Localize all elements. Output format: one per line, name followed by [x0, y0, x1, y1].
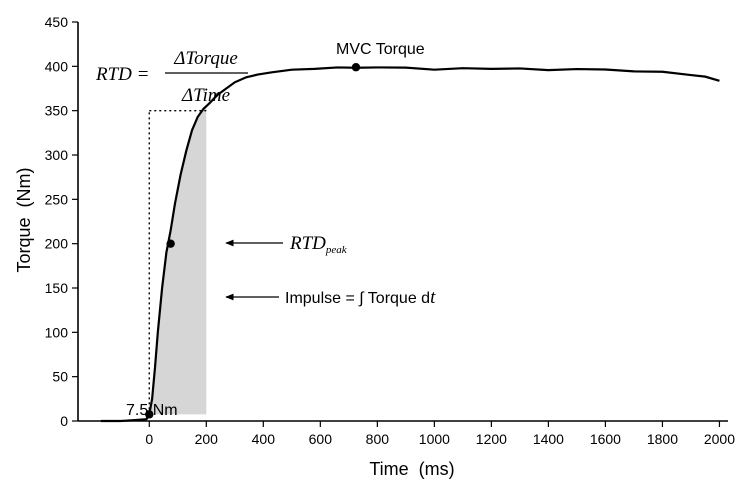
impulse-annotation: Impulse = ∫ Torque dt	[225, 287, 436, 308]
rtd-peak-main: RTD	[289, 233, 326, 254]
marker-onset	[145, 410, 154, 419]
y-tick-label: 300	[45, 147, 69, 163]
x-tick-label: 0	[145, 431, 153, 447]
rtd-guide-layer	[148, 109, 207, 415]
formula-lhs: RTD =	[95, 64, 149, 85]
y-tick-label: 0	[60, 413, 68, 429]
x-tick-label: 2000	[704, 431, 735, 447]
y-tick-label: 50	[52, 369, 68, 385]
rtd-peak-annotation: RTDpeak	[225, 233, 348, 256]
torque-curve	[100, 66, 720, 423]
x-axis-title: Time (ms)	[369, 459, 454, 479]
x-tick-label: 400	[252, 431, 276, 447]
onset-label: 7.5 Nm	[126, 402, 178, 419]
y-tick-label: 100	[45, 324, 69, 340]
curve-layer	[100, 66, 720, 423]
y-tick-label: 350	[45, 103, 69, 119]
impulse-area-layer	[149, 106, 207, 415]
impulse-variable: t	[430, 287, 436, 308]
formula-denominator: ΔTime	[181, 85, 230, 106]
x-tick-label: 800	[366, 431, 390, 447]
x-tick-label: 600	[309, 431, 333, 447]
marker-mvc_peak	[351, 63, 361, 72]
y-tick-label: 150	[45, 280, 69, 296]
y-tick-label: 450	[45, 14, 69, 30]
impulse-text: Impulse = ∫ Torque d	[285, 290, 430, 307]
y-tick-label: 250	[45, 191, 69, 207]
x-tick-label: 1200	[476, 431, 507, 447]
x-tick-label: 1400	[533, 431, 564, 447]
mvc-torque-label: MVC Torque	[336, 41, 425, 58]
rtd-formula: RTD = ΔTorque ΔTime	[95, 48, 248, 106]
x-tick-label: 200	[195, 431, 219, 447]
impulse-label: Impulse = ∫ Torque dt	[285, 287, 436, 308]
rtd-peak-label: RTDpeak	[289, 233, 348, 256]
y-tick-label: 400	[45, 58, 69, 74]
rtd-peak-sub: peak	[325, 244, 348, 256]
x-tick-label: 1600	[590, 431, 621, 447]
y-axis-title: Torque (Nm)	[14, 167, 34, 272]
formula-numerator: ΔTorque	[173, 48, 238, 69]
marker-layer	[145, 63, 361, 419]
axes-layer: 0 50 100 150 200 250 300 350 400 450 0 200 400 600 800…	[45, 14, 736, 447]
x-tick-label: 1800	[647, 431, 678, 447]
y-tick-label: 200	[45, 236, 69, 252]
impulse-area	[149, 106, 207, 415]
marker-rtd_peak	[166, 239, 175, 248]
x-tick-label: 1000	[419, 431, 450, 447]
